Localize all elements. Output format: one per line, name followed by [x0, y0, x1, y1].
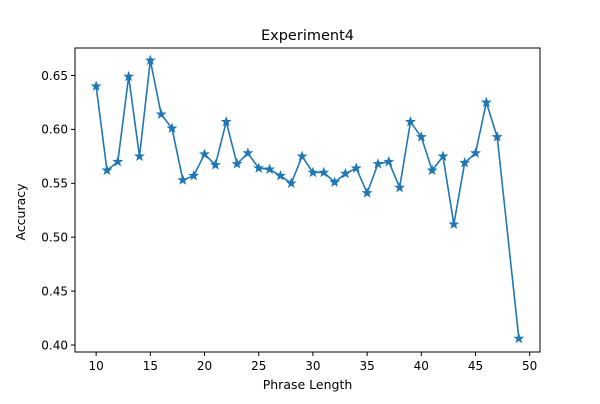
data-point: [144, 54, 156, 66]
data-point: [372, 158, 384, 169]
data-point: [383, 155, 395, 167]
data-point: [242, 147, 254, 158]
data-point: [339, 167, 351, 179]
data-point: [199, 148, 211, 159]
data-point: [361, 187, 373, 198]
data-point: [480, 96, 492, 108]
chart-title: Experiment4: [261, 28, 354, 44]
y-tick-label: 0.55: [41, 177, 68, 191]
x-tick-label: 50: [522, 359, 537, 373]
data-point: [209, 159, 221, 170]
y-tick-label: 0.65: [41, 69, 68, 83]
data-point: [220, 116, 232, 127]
data-point: [112, 155, 124, 167]
axes: 10 15 20 25 30 35 40 45 50 0.40 0.45 0.50 0.55 0.60 0.…: [41, 47, 541, 373]
data-point: [350, 162, 362, 173]
x-tick-label: 35: [359, 359, 374, 373]
y-axis-label: Accuracy: [13, 183, 28, 241]
plot-area: [90, 54, 525, 344]
x-tick-label: 25: [251, 359, 266, 373]
x-tick-label: 40: [414, 359, 429, 373]
y-tick-label: 0.40: [41, 338, 68, 352]
data-point: [491, 131, 503, 142]
data-point: [459, 157, 471, 168]
data-point: [513, 332, 525, 344]
data-point: [307, 166, 319, 178]
data-point: [134, 150, 145, 162]
y-tick-label: 0.45: [41, 284, 68, 298]
y-tick-label: 0.50: [41, 230, 68, 244]
data-point: [188, 169, 200, 181]
data-point: [415, 131, 427, 142]
x-axis-label: Phrase Length: [263, 377, 353, 392]
plot-frame: [74, 47, 541, 353]
x-tick-label: 15: [143, 359, 158, 373]
x-tick-label: 30: [305, 359, 320, 373]
data-point: [318, 166, 330, 178]
data-point: [274, 169, 286, 181]
data-point: [285, 177, 297, 188]
data-point: [448, 218, 460, 229]
data-point: [253, 162, 265, 173]
data-point: [231, 158, 243, 169]
data-point: [426, 164, 438, 176]
data-point: [329, 176, 341, 187]
x-tick-label: 10: [88, 359, 103, 373]
series-line: [95, 59, 520, 339]
data-point: [404, 116, 416, 127]
data-point: [177, 174, 189, 185]
data-point: [90, 80, 102, 91]
x-tick-label: 20: [197, 359, 212, 373]
data-point: [155, 108, 167, 119]
y-tick-label: 0.60: [41, 123, 68, 137]
data-point: [296, 150, 308, 162]
data-point: [470, 147, 481, 158]
data-point: [264, 163, 276, 174]
x-tick-label: 45: [468, 359, 483, 373]
data-point: [123, 70, 135, 82]
data-point: [394, 181, 406, 193]
data-point: [101, 164, 113, 176]
data-point: [437, 150, 449, 162]
data-point: [166, 122, 178, 133]
